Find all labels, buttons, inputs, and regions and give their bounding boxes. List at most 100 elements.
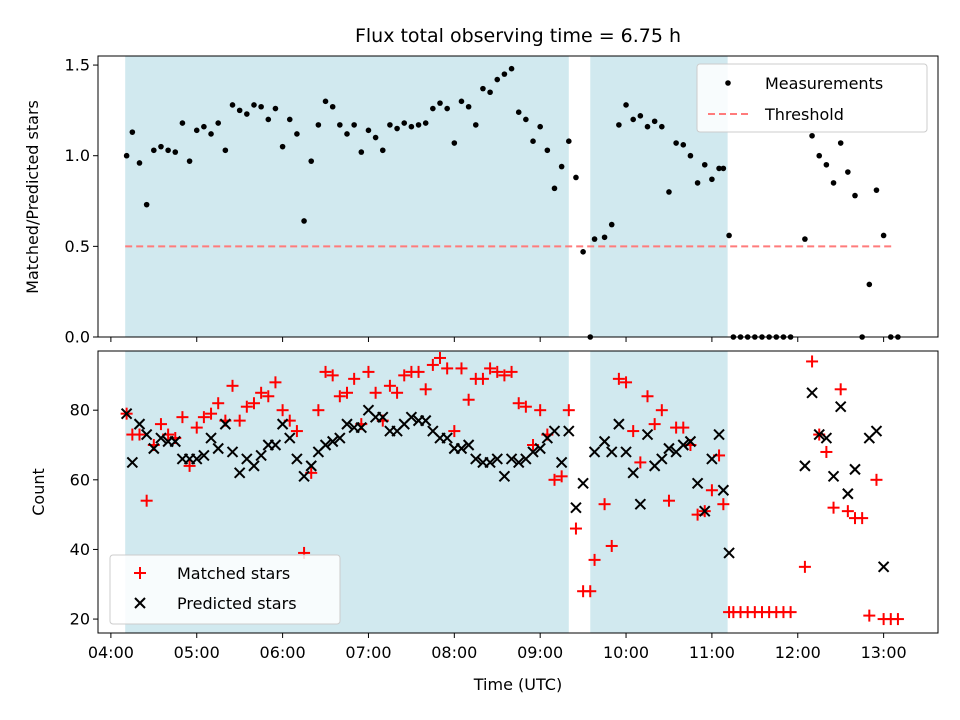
matched-star-point xyxy=(484,362,497,375)
measurement-point xyxy=(651,118,658,125)
measurement-point xyxy=(143,201,150,208)
matched-star-point xyxy=(197,411,210,424)
matched-star-point xyxy=(534,404,547,417)
top-axes-frame xyxy=(97,55,939,338)
matched-star-point xyxy=(512,397,525,410)
predicted-star-point xyxy=(462,439,475,451)
x-tick-label: 04:00 xyxy=(88,643,134,662)
predicted-star-point xyxy=(291,453,303,465)
predicted-star-point xyxy=(527,446,539,458)
predicted-star-point xyxy=(827,470,840,483)
predicted-star-point xyxy=(691,477,704,490)
measurement-point xyxy=(379,147,386,154)
matched-star-point xyxy=(340,386,353,399)
matched-star-point xyxy=(455,362,468,375)
measurement-point xyxy=(680,142,687,148)
measurement-point xyxy=(337,122,343,128)
matched-star-point xyxy=(434,351,447,364)
y-tick-label: 60 xyxy=(70,470,90,489)
matched-star-point xyxy=(190,421,203,434)
measurement-point xyxy=(186,158,193,164)
matched-star-point xyxy=(584,585,597,598)
predicted-star-point xyxy=(717,484,730,496)
matched-star-point xyxy=(784,606,797,619)
predicted-star-point xyxy=(219,418,232,430)
predicted-star-point xyxy=(140,428,153,441)
measurement-point xyxy=(465,103,472,110)
matched-star-point xyxy=(863,609,876,622)
predicted-star-point xyxy=(326,435,339,448)
measurement-point xyxy=(852,192,858,199)
measurement-point xyxy=(172,149,179,155)
predicted-star-point xyxy=(441,432,453,444)
matched-star-point xyxy=(326,369,339,382)
predicted-star-point xyxy=(155,432,167,444)
measurement-point xyxy=(666,189,672,195)
measurement-point xyxy=(694,180,701,186)
measurement-point xyxy=(494,76,501,83)
matched-star-point xyxy=(705,484,718,497)
predicted-star-point xyxy=(169,435,181,448)
measurement-point xyxy=(573,174,579,181)
predicted-star-point xyxy=(877,561,890,573)
measurement-point xyxy=(165,147,171,154)
predicted-star-point xyxy=(248,460,260,472)
x-tick-label: 13:00 xyxy=(861,643,907,662)
measurement-point xyxy=(151,147,157,154)
measurement-point xyxy=(451,140,458,146)
measurement-point xyxy=(129,129,136,135)
bottom-legend-box xyxy=(109,554,341,625)
legend-measurement-marker xyxy=(725,80,731,86)
predicted-star-point xyxy=(305,460,317,472)
bottom-y-ticks: 20 40 60 80 xyxy=(70,401,98,629)
measurement-point xyxy=(358,149,365,155)
measurement-point xyxy=(515,109,522,115)
predicted-star-point xyxy=(334,432,346,444)
y-tick-label: 0.5 xyxy=(65,237,90,256)
predicted-star-point xyxy=(641,428,654,441)
predicted-star-point xyxy=(627,467,639,479)
bottom-plot-area xyxy=(120,351,904,626)
measurement-point xyxy=(158,143,164,150)
predicted-star-point xyxy=(198,449,210,462)
measurement-point xyxy=(444,105,450,112)
shaded-interval-2 xyxy=(590,351,728,633)
matched-star-point xyxy=(333,390,346,403)
matched-star-point xyxy=(369,386,382,399)
measurement-point xyxy=(193,127,200,134)
measurement-point xyxy=(802,236,808,242)
predicted-star-point xyxy=(377,411,389,423)
matched-star-point xyxy=(154,418,167,431)
measurement-point xyxy=(208,131,214,137)
matched-star-point xyxy=(548,473,561,486)
measurement-point xyxy=(201,123,207,130)
predicted-star-point xyxy=(870,425,883,437)
measurement-point xyxy=(566,138,572,145)
measurement-point xyxy=(551,185,558,192)
predicted-star-point xyxy=(419,414,432,427)
predicted-star-point xyxy=(834,400,847,413)
matched-star-point xyxy=(240,400,253,413)
legend-measurements: Measurements xyxy=(765,74,883,93)
measurement-point xyxy=(558,163,565,170)
measurement-point xyxy=(644,123,651,130)
measurement-point xyxy=(687,152,694,159)
measurement-point xyxy=(329,103,336,110)
matched-star-point xyxy=(319,365,332,378)
y-tick-label: 80 xyxy=(70,401,90,420)
legend-predicted-marker xyxy=(134,597,146,609)
predicted-star-point xyxy=(148,442,160,455)
matched-star-point xyxy=(383,379,396,392)
matched-star-point xyxy=(412,365,425,378)
y-tick-label: 1.0 xyxy=(65,146,90,165)
predicted-star-point xyxy=(684,435,697,448)
measurement-point xyxy=(716,165,722,172)
matched-star-point xyxy=(441,362,454,375)
measurement-point xyxy=(508,65,515,72)
predicted-star-point xyxy=(505,453,518,465)
x-tick-label: 08:00 xyxy=(431,643,477,662)
y-tick-label: 1.5 xyxy=(65,56,90,75)
predicted-star-point xyxy=(723,547,735,559)
matched-star-point xyxy=(262,390,275,403)
